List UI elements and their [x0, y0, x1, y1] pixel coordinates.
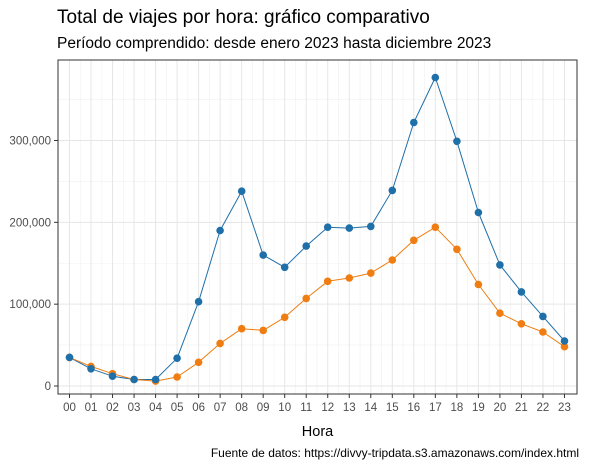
- x-tick-label: 22: [537, 402, 550, 414]
- x-tick-label: 23: [558, 402, 571, 414]
- y-tick-label: 300,000: [9, 136, 51, 148]
- series-2-point: [453, 245, 461, 254]
- series-2-point: [216, 339, 224, 348]
- x-tick-label: 15: [386, 402, 399, 414]
- data-source-caption: Fuente de datos: https://divvy-tripdata.…: [210, 446, 579, 460]
- series-2-point: [367, 269, 375, 277]
- series-2-point: [410, 236, 418, 245]
- x-tick-label: 13: [343, 402, 356, 414]
- series-2-point: [517, 320, 526, 328]
- x-tick-label: 06: [192, 402, 205, 414]
- series-1-point: [280, 263, 289, 272]
- series-2-point: [323, 277, 332, 286]
- series-1-point: [517, 288, 526, 296]
- series-1-point: [474, 208, 483, 217]
- series-2-point: [431, 223, 440, 231]
- series-1-point: [130, 375, 138, 384]
- series-2-point: [388, 256, 397, 264]
- y-tick-label: 0: [45, 381, 51, 393]
- x-tick-label: 08: [235, 402, 248, 414]
- series-2-point: [280, 313, 289, 322]
- x-tick-label: 14: [364, 402, 377, 414]
- x-tick-label: 12: [321, 402, 334, 414]
- series-points: [65, 73, 569, 385]
- series-2-point: [259, 326, 268, 335]
- series-2-point: [496, 309, 504, 318]
- series-1-point: [151, 375, 160, 384]
- x-tick-label: 07: [214, 402, 227, 414]
- series-2-point: [539, 328, 547, 336]
- series-1-point: [345, 224, 354, 232]
- y-tick-label: 200,000: [9, 217, 51, 229]
- x-tick-label: 19: [472, 402, 485, 414]
- series-1-point: [453, 137, 461, 146]
- x-axis-ticks: 00 01 02 03 04 05 06 07 08 09 10 11 12 13 14 15 16 17 18 19…: [63, 394, 571, 414]
- series-2-point: [173, 373, 181, 381]
- series-1-point: [367, 222, 375, 231]
- series-1-point: [431, 73, 440, 82]
- series-2-point: [237, 324, 246, 333]
- x-tick-label: 05: [171, 402, 184, 414]
- series-2-point: [194, 358, 203, 367]
- series-1-point: [302, 242, 311, 250]
- series-1-point: [259, 251, 268, 259]
- series-2-point: [302, 294, 311, 303]
- x-tick-label: 09: [257, 402, 270, 414]
- x-tick-label: 04: [149, 402, 162, 414]
- x-tick-label: 02: [106, 402, 119, 414]
- y-tick-label: 100,000: [9, 299, 51, 311]
- x-tick-label: 11: [300, 402, 312, 414]
- x-tick-label: 20: [494, 402, 507, 414]
- series-1-point: [560, 337, 569, 345]
- chart-title: Total de viajes por hora: gráfico compar…: [57, 7, 430, 28]
- series-1-point: [410, 118, 418, 127]
- major-gridlines: [58, 60, 577, 394]
- x-tick-label: 10: [278, 402, 291, 414]
- series-1-point: [388, 186, 397, 195]
- chart-subtitle: Período comprendido: desde enero 2023 ha…: [57, 35, 492, 52]
- series-2-point: [474, 280, 483, 289]
- series-1-point: [496, 261, 504, 269]
- series-2-point: [345, 274, 354, 282]
- minor-gridlines: [58, 60, 577, 394]
- x-tick-label: 01: [85, 402, 98, 414]
- series-2-point: [560, 342, 569, 351]
- series-1-point: [87, 365, 95, 373]
- series-1-point: [323, 223, 332, 231]
- x-tick-label: 17: [429, 402, 442, 414]
- series-1-point: [237, 187, 246, 195]
- series-1-point: [216, 226, 224, 235]
- x-tick-label: 03: [128, 402, 141, 414]
- x-tick-label: 21: [515, 402, 528, 414]
- series-1-point: [194, 297, 203, 306]
- x-axis-title: Hora: [302, 424, 334, 440]
- x-tick-label: 16: [407, 402, 420, 414]
- x-tick-label: 00: [63, 402, 76, 414]
- series-1-point: [539, 312, 547, 321]
- series-1-point: [173, 354, 181, 363]
- series-1-point: [65, 353, 74, 362]
- plot-panel-border: [57, 59, 578, 395]
- y-axis-ticks: 0 100,000 200,000 300,000: [9, 136, 58, 393]
- series-1-point: [108, 372, 117, 381]
- x-tick-label: 18: [450, 402, 463, 414]
